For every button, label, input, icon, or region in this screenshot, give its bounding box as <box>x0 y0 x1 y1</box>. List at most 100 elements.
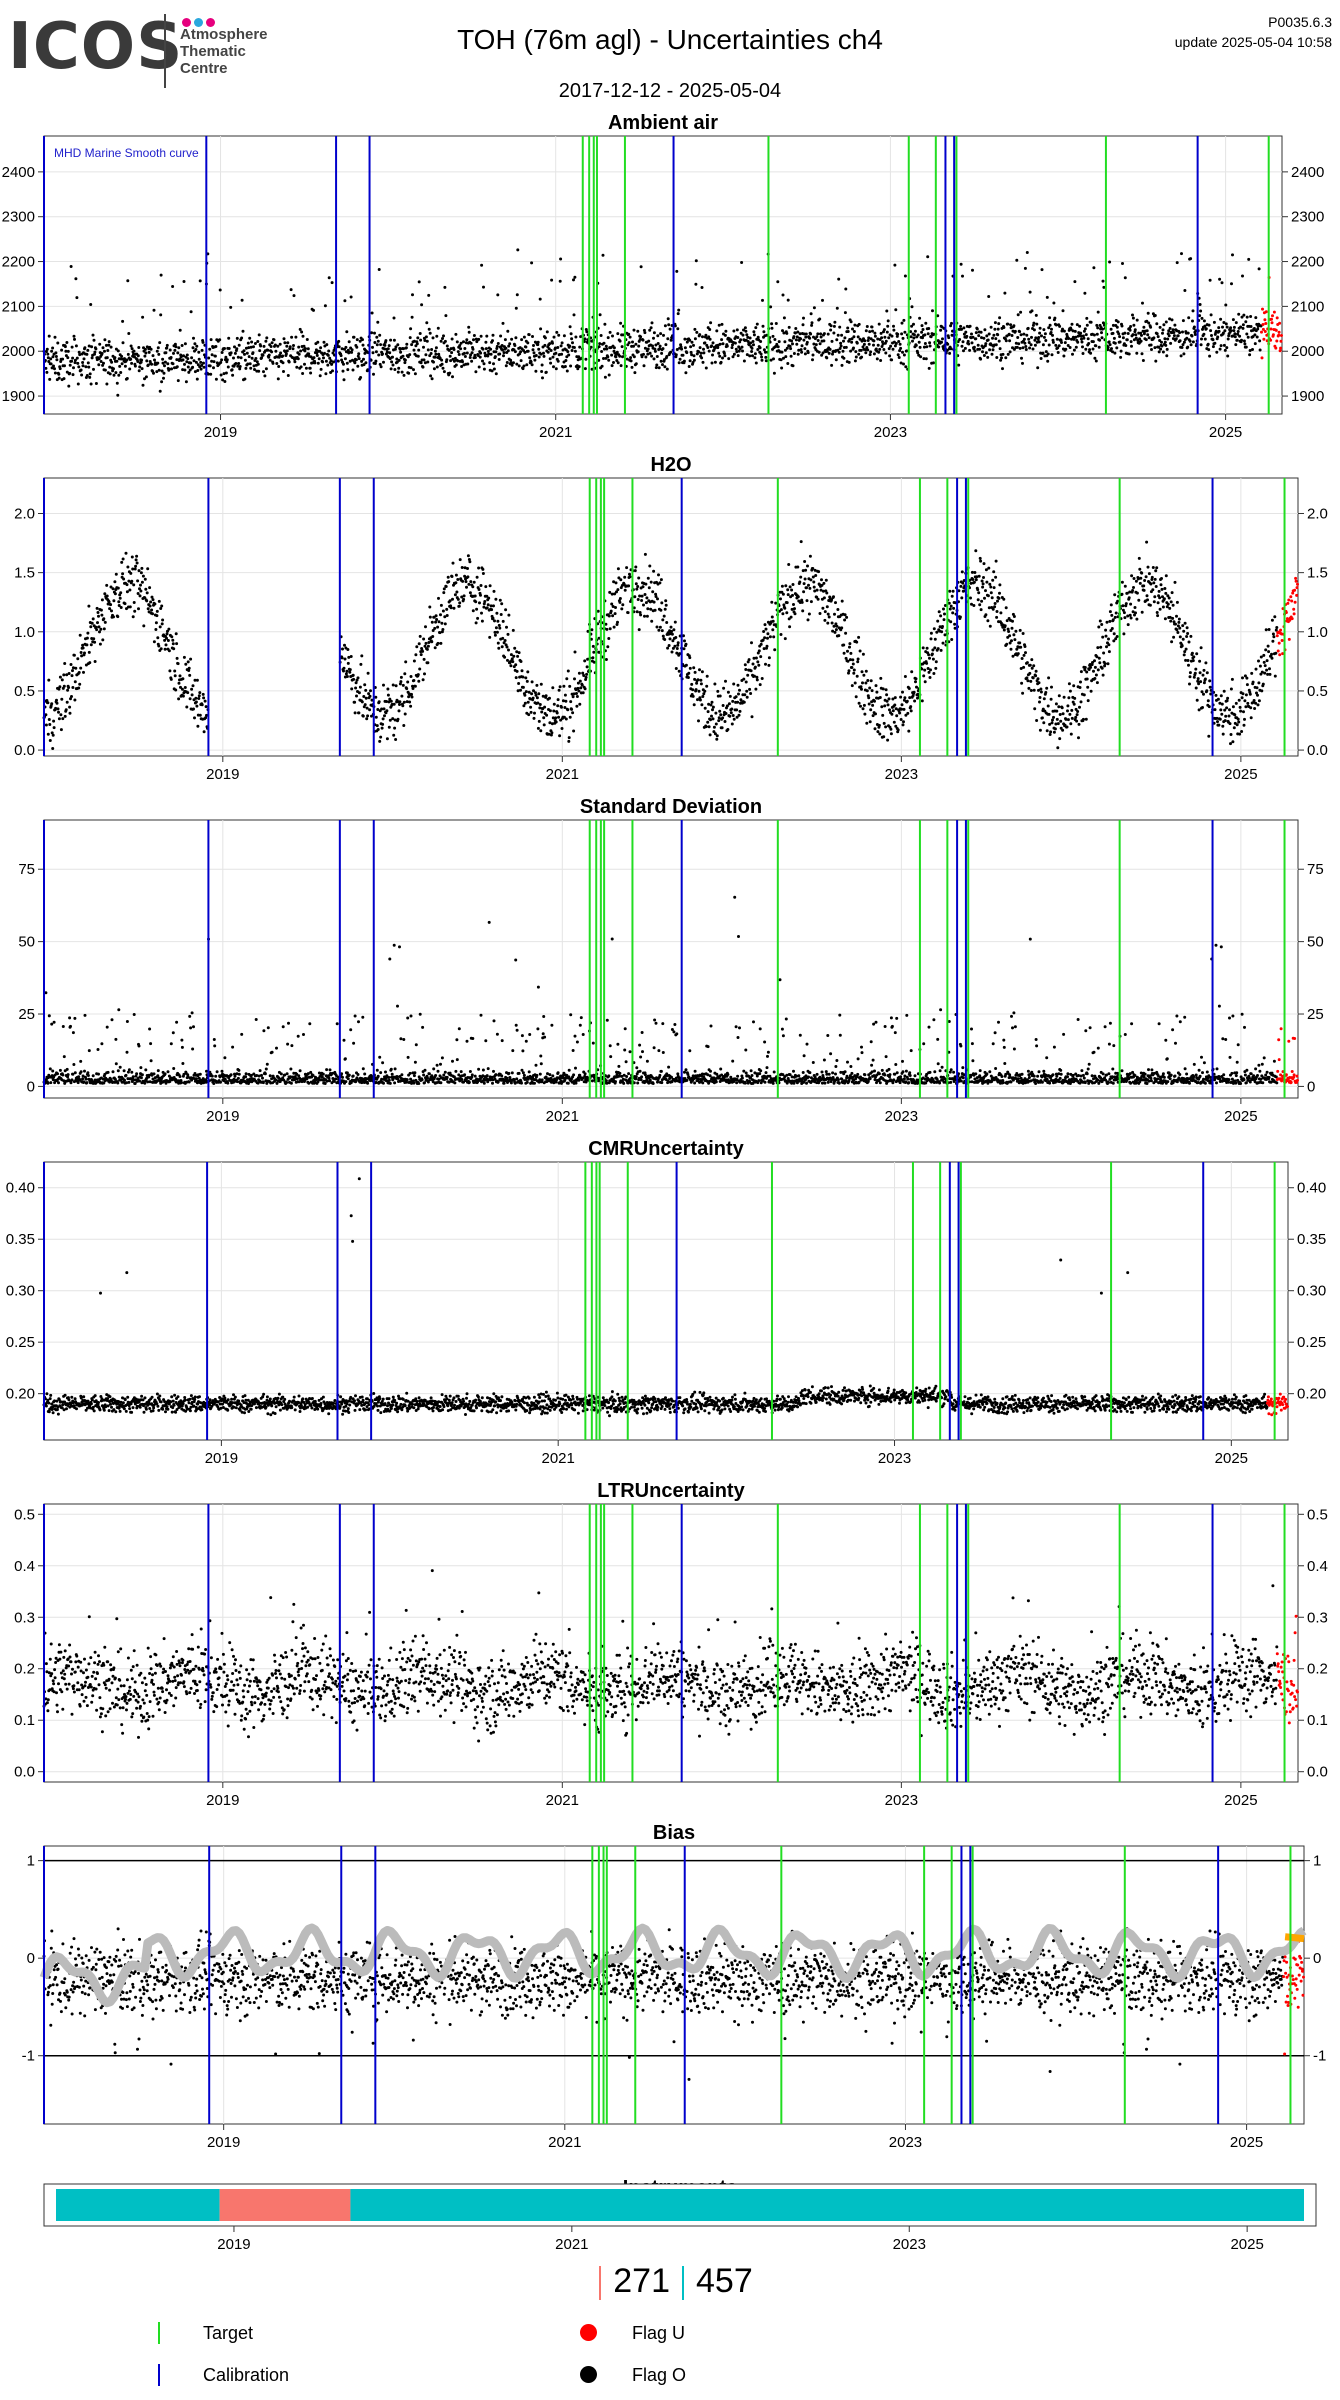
y-tick-label: 75 <box>18 861 35 878</box>
y-tick-label: 2200 <box>1291 254 1324 271</box>
y-tick-label: 2300 <box>1291 209 1324 226</box>
logo-subtitle-line: Atmosphere <box>180 26 268 43</box>
y-tick-label: 1900 <box>1291 388 1324 405</box>
y-tick-label: 0 <box>27 1950 35 1967</box>
panel-title: Ambient air <box>608 112 718 134</box>
x-tick-label: 2019 <box>206 1108 239 1125</box>
y-tick-label: 25 <box>18 1006 35 1023</box>
y-tick-label: 2200 <box>2 254 35 271</box>
logo-dots <box>182 14 218 32</box>
count-b: 457 <box>696 2262 753 2300</box>
legend-flag-u: Flag U <box>632 2323 686 2343</box>
y-tick-label: 0.30 <box>1297 1283 1326 1300</box>
logo-divider <box>164 14 166 88</box>
logo-subtitle-line: Centre <box>180 60 228 77</box>
panel-title: H2O <box>650 454 691 476</box>
y-tick-label: 0.3 <box>1307 1609 1328 1626</box>
y-tick-label: -1 <box>22 2048 35 2065</box>
flag-o-legend-icon <box>580 2366 597 2383</box>
panel-title: LTRUncertainty <box>597 1480 745 1502</box>
y-tick-label: 0.4 <box>14 1558 35 1575</box>
y-tick-label: 0.5 <box>1307 1506 1328 1523</box>
y-tick-label: 2000 <box>1291 343 1324 360</box>
y-tick-label: 0 <box>27 1078 35 1095</box>
y-tick-label: 25 <box>1307 1006 1324 1023</box>
y-tick-label: 0.1 <box>1307 1712 1328 1729</box>
instrument-segment <box>56 2189 220 2221</box>
plot-frame <box>43 1503 1299 1783</box>
x-tick-label: 2021 <box>546 766 579 783</box>
logo-subtitle: Atmosphere Thematic Centre <box>180 26 268 77</box>
x-tick-label: 2019 <box>205 1450 238 1467</box>
y-tick-label: 0.25 <box>1297 1334 1326 1351</box>
plot-frame <box>43 477 1299 757</box>
smooth-curve-end <box>1284 1933 1305 1943</box>
y-tick-label: 2300 <box>2 209 35 226</box>
legend-flag-o: Flag O <box>632 2365 687 2385</box>
y-tick-label: 2400 <box>1291 164 1324 181</box>
y-tick-label: 1900 <box>2 388 35 405</box>
y-tick-label: 0.5 <box>14 1506 35 1523</box>
x-tick-label: 2021 <box>546 1108 579 1125</box>
y-tick-label: 1.0 <box>14 624 35 641</box>
version-label: P0035.6.3 <box>1268 14 1332 30</box>
x-tick-label: 2025 <box>1215 1450 1248 1467</box>
x-tick-label: 2025 <box>1230 2236 1263 2253</box>
y-tick-label: 0.2 <box>14 1661 35 1678</box>
count-a: 271 <box>613 2262 670 2300</box>
x-tick-label: 2019 <box>207 2134 240 2151</box>
y-tick-label: 75 <box>1307 861 1324 878</box>
panel-title: CMRUncertainty <box>588 1138 744 1160</box>
x-tick-label: 2025 <box>1230 2134 1263 2151</box>
x-tick-label: 2021 <box>555 2236 588 2253</box>
y-tick-label: 0.0 <box>1307 742 1328 759</box>
y-tick-label: 0.40 <box>6 1180 35 1197</box>
y-tick-label: 0.40 <box>1297 1180 1326 1197</box>
flag-u-legend-icon <box>580 2324 597 2341</box>
y-tick-label: 2.0 <box>14 505 35 522</box>
icos-logo: ICOS <box>8 10 184 84</box>
y-tick-label: 0.30 <box>6 1283 35 1300</box>
y-tick-label: 0.5 <box>1307 683 1328 700</box>
plot-frame <box>43 135 1283 415</box>
x-tick-label: 2023 <box>889 2134 922 2151</box>
y-tick-label: 1 <box>1313 1853 1321 1870</box>
instrument-counts: 271 457 <box>0 2262 1340 2301</box>
x-tick-label: 2023 <box>885 1792 918 1809</box>
version-info: P0035.6.3 update 2025-05-04 10:58 <box>1175 12 1332 52</box>
y-tick-label: 1.5 <box>1307 565 1328 582</box>
legend-target: Target <box>203 2323 254 2343</box>
y-tick-label: 50 <box>1307 934 1324 951</box>
plot-frame <box>43 819 1299 1099</box>
x-tick-label: 2023 <box>885 766 918 783</box>
y-tick-label: 0.0 <box>14 1764 35 1781</box>
target-legend-icon <box>158 2322 160 2344</box>
x-tick-label: 2019 <box>217 2236 250 2253</box>
y-tick-label: 0.20 <box>1297 1386 1326 1403</box>
page-title: TOH (76m agl) - Uncertainties ch4 <box>457 24 883 55</box>
x-tick-label: 2019 <box>206 766 239 783</box>
logo-subtitle-line: Thematic <box>180 43 246 60</box>
x-tick-label: 2025 <box>1224 766 1257 783</box>
x-tick-label: 2023 <box>885 1108 918 1125</box>
y-tick-label: 2100 <box>2 298 35 315</box>
y-tick-label: 2.0 <box>1307 505 1328 522</box>
y-tick-label: 0.2 <box>1307 1661 1328 1678</box>
y-tick-label: 0.20 <box>6 1386 35 1403</box>
instrument-a-swatch <box>682 2266 684 2301</box>
update-label: update 2025-05-04 10:58 <box>1174 34 1332 50</box>
y-tick-label: 1.0 <box>1307 624 1328 641</box>
x-tick-label: 2023 <box>893 2236 926 2253</box>
y-tick-label: 2000 <box>2 343 35 360</box>
x-tick-label: 2021 <box>541 1450 574 1467</box>
panel-title: Bias <box>653 1822 695 1844</box>
y-tick-label: 0.0 <box>14 742 35 759</box>
y-tick-label: 0 <box>1307 1078 1315 1095</box>
y-tick-label: 50 <box>18 934 35 951</box>
legend-calibration: Calibration <box>203 2365 290 2385</box>
smooth-curve <box>39 1923 1307 2008</box>
x-tick-label: 2025 <box>1224 1108 1257 1125</box>
y-tick-label: 0.3 <box>14 1609 35 1626</box>
y-tick-label: 0.0 <box>1307 1764 1328 1781</box>
